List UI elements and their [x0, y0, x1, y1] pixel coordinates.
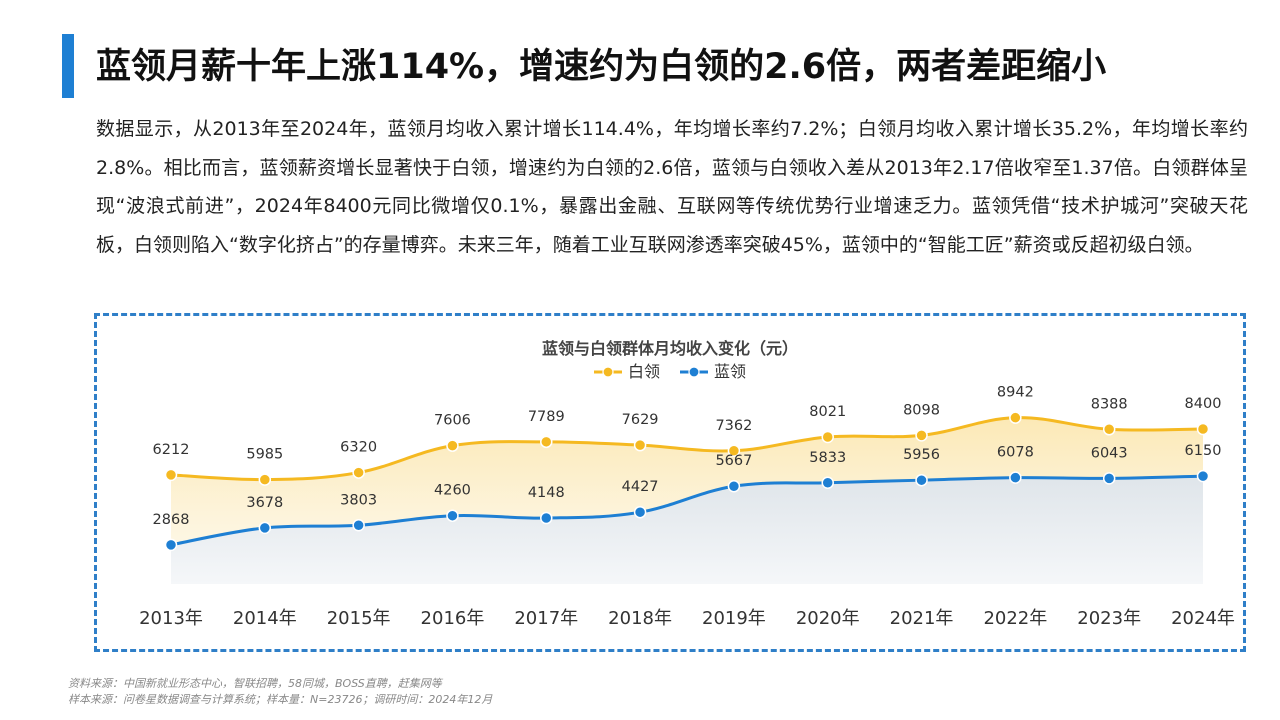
point-白领-0: [164, 468, 178, 482]
point-蓝领-10: [1102, 472, 1116, 485]
data-label-蓝领-8: 5956: [903, 447, 940, 463]
x-tick-label: 2018年: [608, 608, 672, 629]
x-tick-label: 2016年: [421, 608, 485, 629]
x-tick-label: 2020年: [796, 608, 860, 629]
point-蓝领-5: [633, 505, 647, 519]
x-tick-label: 2019年: [702, 608, 766, 629]
point-蓝领-7: [821, 476, 834, 490]
point-白领-7: [821, 430, 834, 444]
point-蓝领-2: [352, 519, 365, 532]
point-白领-10: [1102, 423, 1116, 436]
point-蓝领-0: [164, 538, 178, 552]
point-蓝领-3: [446, 509, 459, 522]
point-蓝领-6: [727, 479, 741, 493]
data-label-白领-6: 7362: [715, 418, 752, 434]
data-label-蓝领-3: 4260: [434, 483, 471, 499]
x-tick-label: 2013年: [139, 608, 203, 629]
point-白领-9: [1009, 411, 1022, 424]
data-label-蓝领-11: 6150: [1185, 443, 1222, 459]
data-label-白领-10: 8388: [1091, 396, 1128, 412]
title-accent-bar: [62, 34, 74, 98]
data-label-蓝领-4: 4148: [528, 485, 565, 501]
legend-label-蓝领: 蓝领: [714, 362, 746, 381]
point-蓝领-9: [1009, 471, 1022, 484]
point-白领-2: [352, 466, 365, 479]
chart-frame: 6212 5985 6320 7606 7789 7629 7362 8021 8098 8942…: [94, 313, 1246, 652]
data-label-白领-1: 5985: [246, 447, 283, 463]
footnote-sample: 样本来源：问卷星数据调查与计算系统；样本量：N=23726；调研时间：2024年…: [68, 693, 493, 706]
series-line-蓝领: [170, 474, 1204, 547]
point-白领-5: [633, 438, 647, 452]
point-白领-8: [915, 429, 928, 442]
page-title: 蓝领月薪十年上涨114%，增速约为白领的2.6倍，两者差距缩小: [96, 47, 1107, 87]
data-label-白领-2: 6320: [340, 440, 377, 456]
x-tick-label: 2014年: [233, 608, 297, 629]
area-蓝领: [171, 476, 1203, 584]
data-label-蓝领-9: 6078: [997, 445, 1034, 461]
point-蓝领-8: [915, 473, 928, 487]
point-白领-1: [258, 473, 272, 486]
line-chart: 6212 5985 6320 7606 7789 7629 7362 8021 8098 8942…: [139, 339, 1235, 629]
legend-item-蓝领: 蓝领: [680, 362, 746, 381]
data-label-白领-7: 8021: [809, 404, 846, 420]
data-label-蓝领-6: 5667: [715, 453, 752, 469]
footnote-source: 资料来源：中国新就业形态中心，智联招聘，58同城，BOSS直聘，赶集网等: [68, 677, 442, 690]
point-蓝领-1: [258, 521, 272, 535]
data-label-白领-0: 6212: [153, 442, 190, 458]
data-label-白领-4: 7789: [528, 409, 565, 425]
point-蓝领-11: [1196, 469, 1210, 483]
point-蓝领-4: [540, 511, 553, 525]
data-label-白领-5: 7629: [622, 412, 659, 428]
point-白领-11: [1196, 422, 1210, 436]
legend-item-白领: 白领: [594, 362, 660, 381]
point-白领-6: [727, 444, 741, 458]
x-tick-label: 2021年: [890, 608, 954, 629]
data-label-蓝领-1: 3678: [246, 495, 283, 511]
data-label-蓝领-0: 2868: [153, 512, 190, 528]
x-tick-label: 2023年: [1077, 608, 1141, 629]
body-paragraph: 数据显示，从2013年至2024年，蓝领月均收入累计增长114.4%，年均增长率…: [96, 118, 1248, 256]
data-label-蓝领-10: 6043: [1091, 445, 1128, 461]
point-白领-3: [446, 439, 459, 452]
series-line-白领: [170, 416, 1204, 482]
data-label-白领-3: 7606: [434, 413, 471, 429]
data-label-白领-8: 8098: [903, 402, 940, 418]
data-label-蓝领-7: 5833: [809, 450, 846, 466]
x-tick-label: 2015年: [327, 608, 391, 629]
data-label-蓝领-2: 3803: [340, 492, 377, 508]
x-tick-label: 2017年: [514, 608, 578, 629]
x-tick-label: 2022年: [983, 608, 1047, 629]
point-白领-4: [540, 435, 553, 449]
data-label-蓝领-5: 4427: [622, 479, 659, 495]
data-label-白领-9: 8942: [997, 385, 1034, 401]
legend-label-白领: 白领: [628, 362, 660, 381]
chart-title: 蓝领与白领群体月均收入变化（元）: [542, 339, 798, 358]
data-label-白领-11: 8400: [1185, 396, 1222, 412]
x-tick-label: 2024年: [1171, 608, 1235, 629]
